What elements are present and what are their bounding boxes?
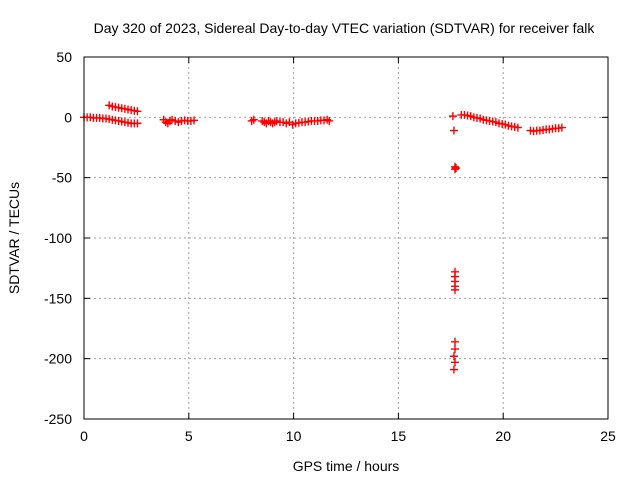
data-point [450, 345, 459, 354]
data-point [133, 119, 142, 128]
x-tick-label: 5 [185, 428, 193, 444]
y-tick-label: 0 [64, 109, 72, 125]
data-point [449, 126, 458, 135]
data-point [557, 123, 566, 132]
y-tick-label: -50 [52, 170, 72, 186]
data-point [448, 112, 457, 121]
grid-lines [84, 57, 608, 419]
data-point [325, 116, 334, 125]
x-tick-label: 20 [495, 428, 511, 444]
y-tick-label: -100 [44, 230, 72, 246]
x-tick-label: 25 [600, 428, 616, 444]
x-tick-label: 10 [286, 428, 302, 444]
x-tick-label: 0 [80, 428, 88, 444]
data-point [513, 123, 522, 132]
axis-ticks: 0 5 10 15 20 25 50 0 -50 -100 -150 -200 -250 [44, 49, 616, 444]
data-point [450, 165, 459, 174]
x-axis-label: GPS time / hours [293, 458, 400, 474]
data-point [450, 358, 459, 367]
data-point [249, 115, 258, 124]
data-point [449, 352, 458, 361]
data-point [450, 285, 459, 294]
data-points [80, 101, 566, 374]
y-tick-label: -250 [44, 411, 72, 427]
x-tick-label: 15 [391, 428, 407, 444]
chart-title: Day 320 of 2023, Sidereal Day-to-day VTE… [94, 20, 596, 36]
y-tick-label: -200 [44, 351, 72, 367]
data-point [452, 164, 461, 173]
data-point [450, 337, 459, 346]
data-point [247, 116, 256, 125]
y-tick-label: -150 [44, 290, 72, 306]
data-point [449, 365, 458, 374]
data-point [133, 107, 142, 116]
y-tick-label: 50 [56, 49, 72, 65]
plot-frame [83, 56, 609, 420]
y-axis-label: SDTVAR / TECUs [6, 182, 22, 294]
data-point [190, 116, 199, 125]
